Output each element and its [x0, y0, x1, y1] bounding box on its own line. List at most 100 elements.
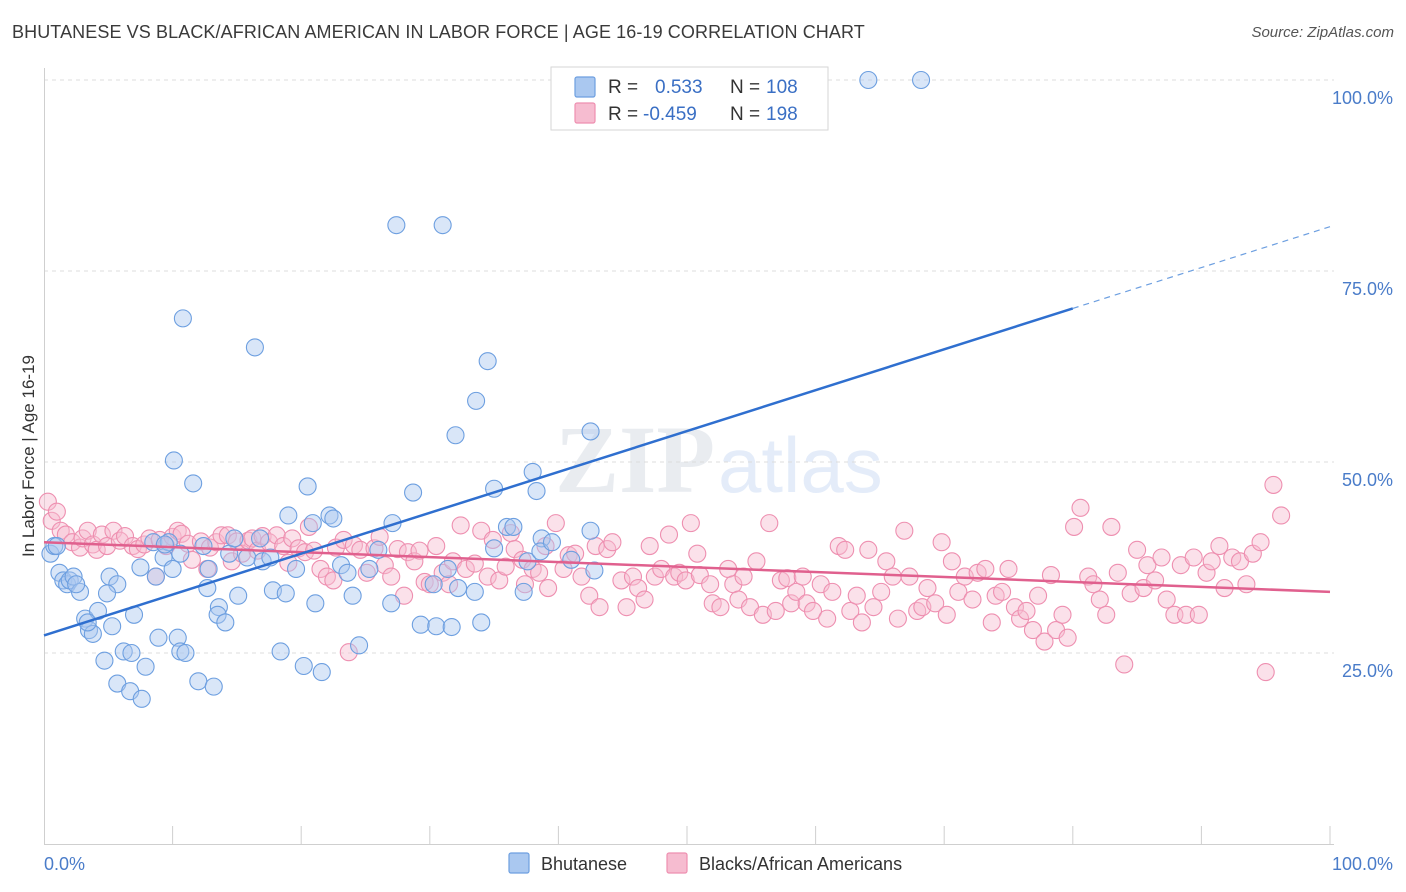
watermark: ZIP atlas	[555, 406, 883, 513]
data-point-bhutanese	[532, 529, 551, 548]
data-point-bhutanese	[132, 689, 151, 708]
data-point-bhutanese	[189, 672, 208, 691]
data-point-blacks	[1115, 655, 1134, 674]
data-point-blacks	[1023, 621, 1042, 640]
data-point-blacks	[554, 559, 573, 579]
data-point-blacks	[1189, 605, 1208, 624]
data-point-blacks	[1237, 575, 1256, 594]
legend-n-label-bhutanese: N =	[730, 77, 760, 98]
data-point-blacks	[659, 525, 679, 544]
data-point-blacks	[1264, 475, 1283, 494]
data-point-bhutanese	[108, 575, 127, 594]
data-point-bhutanese	[581, 422, 600, 441]
series-bhutanese-points	[41, 70, 931, 708]
data-point-blacks	[999, 559, 1018, 579]
data-point-blacks	[883, 567, 902, 586]
data-point-bhutanese	[97, 584, 117, 603]
data-point-bhutanese	[438, 559, 457, 579]
data-point-blacks	[676, 571, 695, 590]
data-point-bhutanese	[171, 544, 190, 563]
y-axis-label: In Labor Force | Age 16-19	[19, 355, 38, 557]
data-point-bhutanese	[504, 517, 523, 536]
data-point-bhutanese	[387, 216, 406, 235]
data-point-bhutanese	[184, 474, 203, 493]
data-point-blacks	[1152, 548, 1171, 567]
data-point-bhutanese	[467, 391, 486, 410]
data-point-bhutanese	[343, 586, 362, 605]
y-tick-label: 25.0%	[1342, 661, 1393, 681]
data-point-blacks	[410, 541, 429, 560]
data-point-blacks	[603, 533, 622, 552]
data-point-blacks	[1084, 575, 1103, 594]
data-point-bhutanese	[478, 352, 497, 371]
data-point-blacks	[895, 521, 914, 540]
data-point-blacks	[888, 609, 907, 628]
data-point-blacks	[1065, 517, 1084, 536]
data-point-blacks	[324, 571, 343, 590]
data-point-blacks	[1210, 536, 1229, 556]
data-point-blacks	[515, 575, 535, 594]
data-point-bhutanese	[287, 559, 306, 579]
legend-swatch-bhutanese	[574, 76, 596, 98]
data-point-blacks	[1035, 632, 1054, 651]
trend-line-bhutanese-extension	[1072, 226, 1331, 310]
data-point-bhutanese	[424, 575, 443, 594]
data-point-bhutanese	[442, 617, 461, 637]
data-point-bhutanese	[312, 663, 331, 682]
data-point-blacks	[1090, 590, 1109, 609]
data-point-bhutanese	[194, 536, 213, 556]
legend-r-value-blacks: -0.459	[643, 104, 697, 125]
data-point-blacks	[937, 605, 956, 624]
data-point-blacks	[478, 567, 497, 586]
data-point-bhutanese	[271, 642, 290, 661]
legend-swatch-blacks	[574, 102, 596, 124]
bottom-legend-swatch-bhutanese	[508, 852, 530, 874]
data-point-bhutanese	[163, 559, 182, 579]
data-point-blacks	[92, 525, 111, 544]
data-point-blacks	[283, 529, 302, 548]
data-point-blacks	[797, 594, 816, 613]
data-point-bhutanese	[149, 628, 168, 647]
data-point-blacks	[760, 514, 779, 533]
data-point-blacks	[382, 567, 401, 586]
data-point-blacks	[47, 502, 66, 521]
data-point-blacks	[787, 582, 806, 601]
data-point-bhutanese	[332, 556, 351, 575]
data-point-blacks	[1256, 663, 1275, 682]
data-point-bhutanese	[204, 677, 223, 696]
data-point-blacks	[1102, 517, 1121, 536]
data-point-bhutanese	[306, 594, 325, 613]
data-point-blacks	[1097, 605, 1116, 624]
data-point-blacks	[711, 598, 730, 617]
bottom-legend-label-blacks: Blacks/African Americans	[699, 854, 902, 874]
data-point-bhutanese	[103, 617, 122, 636]
data-point-bhutanese	[95, 651, 114, 670]
data-point-blacks	[612, 571, 631, 590]
data-point-bhutanese	[250, 529, 270, 548]
data-point-bhutanese	[404, 483, 423, 502]
data-point-bhutanese	[514, 582, 533, 601]
data-point-blacks	[78, 521, 97, 540]
data-point-bhutanese	[912, 70, 931, 90]
data-point-bhutanese	[173, 309, 192, 328]
data-point-blacks	[847, 586, 866, 605]
trend-line-blacks	[43, 540, 1331, 594]
data-point-blacks	[1128, 540, 1147, 559]
data-point-blacks	[1251, 533, 1270, 552]
data-point-bhutanese	[581, 521, 600, 540]
data-point-blacks	[942, 552, 961, 571]
data-point-blacks	[1041, 566, 1060, 585]
data-point-blacks	[766, 601, 785, 621]
y-tick-label: 75.0%	[1342, 279, 1393, 299]
data-point-bhutanese	[542, 533, 562, 552]
data-point-blacks	[311, 559, 330, 579]
data-point-blacks	[982, 613, 1001, 632]
x-tick-label-max: 100.0%	[1332, 854, 1393, 874]
data-point-bhutanese	[497, 517, 517, 536]
data-point-bhutanese	[411, 615, 430, 634]
data-point-bhutanese	[220, 544, 239, 563]
data-point-blacks	[451, 516, 470, 535]
gridlines	[44, 79, 1334, 654]
data-point-bhutanese	[131, 558, 150, 577]
data-point-blacks	[590, 598, 609, 617]
